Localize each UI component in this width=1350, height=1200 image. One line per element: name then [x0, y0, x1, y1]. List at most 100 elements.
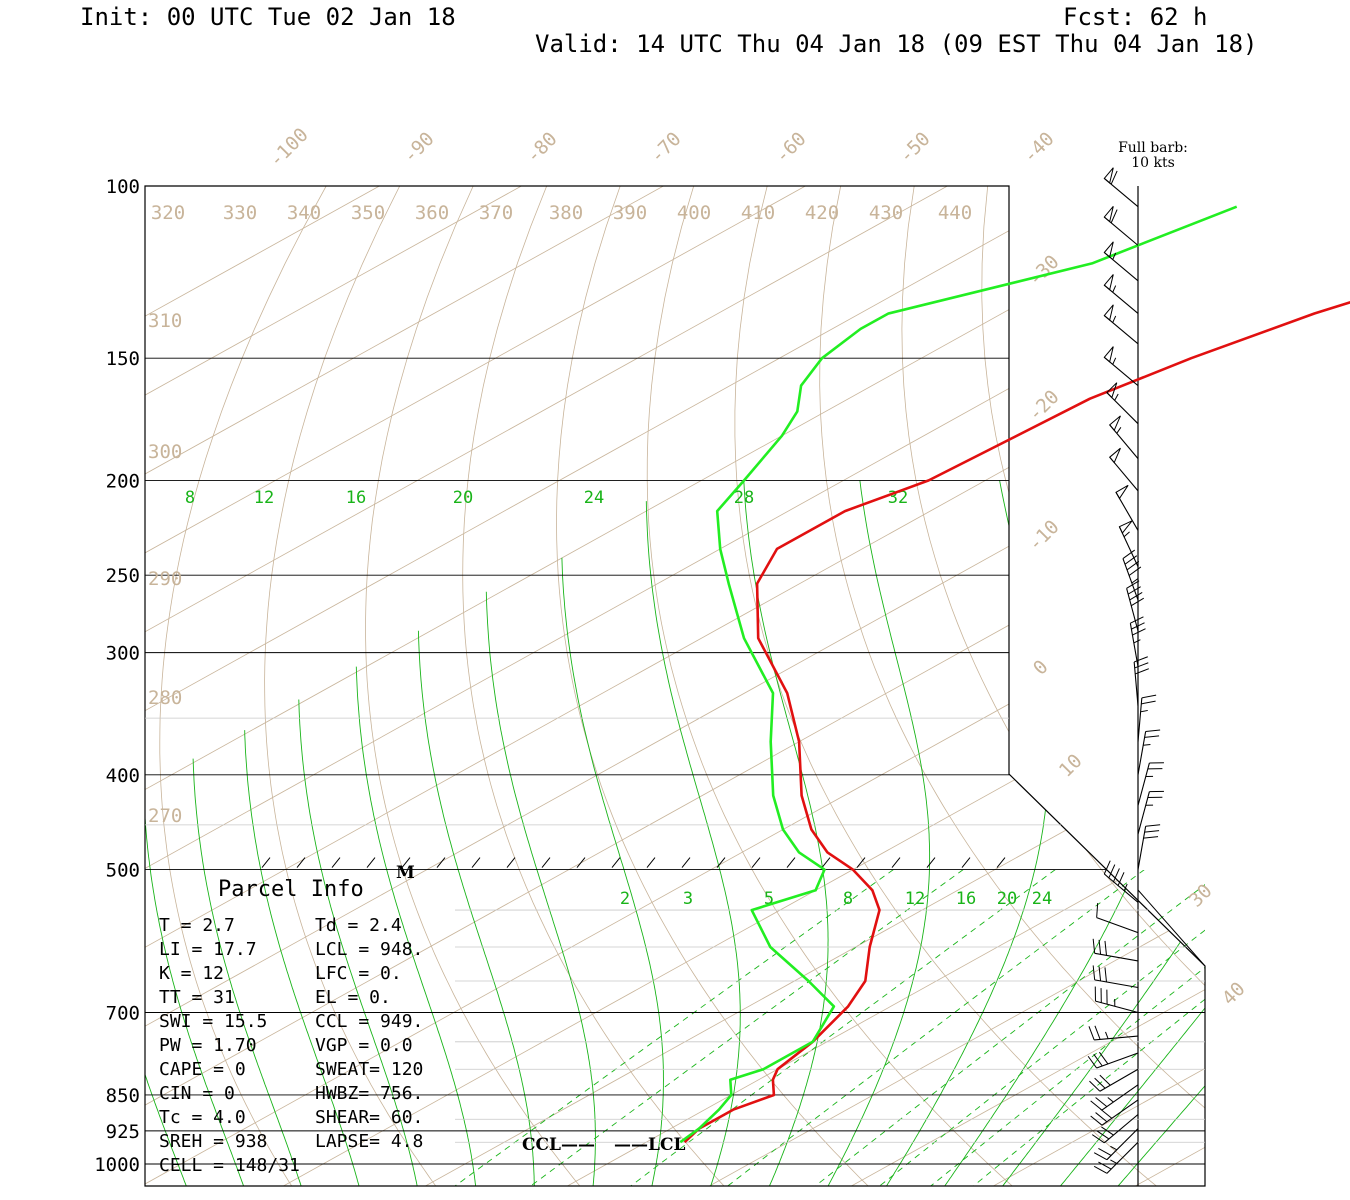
- mixing-ratio-label-lower-16: 16: [956, 889, 976, 909]
- barb-half: [1110, 1159, 1118, 1164]
- isotherm-line: [145, 186, 1205, 1186]
- chart-frame: [144, 185, 1206, 1187]
- isotherm-label-m50: -50: [895, 128, 935, 168]
- theta-label-380: 380: [549, 202, 583, 224]
- freezing-hatch: [436, 857, 446, 868]
- isotherm-line: [145, 186, 664, 1186]
- parcel-left-row: T = 2.7: [159, 915, 235, 936]
- dry-adiabat-line: [646, 186, 1034, 1186]
- parcel-right-row: SHEAR= 60.: [315, 1107, 423, 1128]
- barb-shaft: [1099, 1068, 1139, 1092]
- freezing-hatch: [681, 857, 691, 868]
- barb-half: [1143, 744, 1151, 746]
- wind-barb: [1103, 304, 1139, 345]
- barb-full: [1096, 1130, 1110, 1140]
- wind-barb: [1106, 382, 1139, 425]
- barb-shaft: [1106, 1128, 1139, 1161]
- freezing-hatch: [576, 857, 586, 868]
- valid-time: Valid: 14 UTC Thu 04 Jan 18 (09 EST Thu …: [535, 30, 1257, 58]
- isotherm-line: [145, 186, 806, 1186]
- barb-full: [1095, 1112, 1108, 1123]
- parcel-right-row: HWBZ= 756.: [315, 1083, 423, 1104]
- m-marker: M: [396, 863, 415, 883]
- freezing-hatch: [366, 857, 376, 868]
- barb-shaft: [1133, 661, 1139, 706]
- init-time: Init: 00 UTC Tue 02 Jan 18: [80, 3, 456, 31]
- pressure-label-500: 500: [106, 860, 140, 882]
- barb-full: [1129, 592, 1143, 601]
- barb-full: [1089, 1080, 1101, 1092]
- wind-barb: [1094, 986, 1139, 1014]
- barb-half: [1110, 1145, 1118, 1151]
- barb-flag: [1103, 241, 1114, 258]
- isotherm-line: [145, 186, 1205, 1186]
- barb-shaft: [1096, 1052, 1139, 1069]
- barb-full: [1096, 903, 1099, 918]
- parcel-right-row: LCL = 948.: [315, 939, 423, 960]
- wind-barb: [1089, 1068, 1139, 1092]
- barb-half: [1112, 315, 1117, 323]
- isotherm-label-m40: -40: [1019, 128, 1059, 168]
- mixing-ratio-label-lower-20: 20: [997, 889, 1017, 909]
- temperature-trace: [683, 301, 1350, 1144]
- dry-adiabat-line: [462, 186, 742, 1186]
- barb-shaft: [1137, 791, 1150, 835]
- isotherm-label-m10: -10: [1024, 516, 1064, 556]
- mixing-ratio-label-24: 24: [584, 488, 604, 508]
- barb-flag: [1109, 415, 1121, 432]
- wind-barb: [1118, 520, 1139, 567]
- isotherm-line: [675, 186, 1205, 1186]
- mixing-ratio-label-lower-12: 12: [905, 889, 925, 909]
- barb-full: [1110, 209, 1118, 224]
- theta-label-300: 300: [148, 441, 182, 463]
- barb-full: [1091, 1134, 1105, 1144]
- barb-flag: [1103, 346, 1114, 363]
- barb-half: [1112, 357, 1117, 365]
- barb-full: [1133, 656, 1148, 663]
- theta-label-290: 290: [148, 568, 182, 590]
- moist-adiabat-line: [1101, 480, 1205, 1186]
- dry-adiabat-line: [556, 186, 888, 1186]
- parcel-left-row: PW = 1.70: [159, 1035, 257, 1056]
- isotherm-label-m100: -100: [265, 124, 313, 172]
- barb-full: [1090, 1115, 1103, 1126]
- isotherm-line: [145, 186, 948, 1186]
- barb-full: [1087, 1055, 1098, 1069]
- isotherm-line: [959, 186, 1205, 1186]
- barb-full: [1126, 560, 1140, 571]
- wind-barb: [1093, 1141, 1139, 1174]
- barb-half: [1123, 883, 1128, 891]
- isotherm-line: [145, 186, 1205, 1186]
- moist-adiabat-line: [931, 480, 1190, 1186]
- isotherm-line: [145, 186, 522, 1186]
- barb-full: [1130, 616, 1144, 624]
- barb-full: [1094, 1025, 1101, 1040]
- parcel-left-row: LI = 17.7: [159, 939, 257, 960]
- dry-adiabat-line: [1208, 141, 1350, 1200]
- barb-full: [1145, 729, 1161, 732]
- dry-adiabat-line: [819, 186, 1205, 1186]
- wind-barb: [1137, 824, 1161, 870]
- wind-barb: [1109, 415, 1139, 459]
- wind-barb: [1093, 1128, 1139, 1161]
- isotherm-label-m20: -20: [1024, 386, 1064, 426]
- barb-full: [1098, 1051, 1109, 1065]
- moist-adiabat-line: [355, 666, 478, 1186]
- wind-barb: [1137, 790, 1164, 835]
- parcel-left-row: SREH = 938: [159, 1131, 267, 1152]
- barb-flag: [1103, 167, 1114, 184]
- isotherm-line: [145, 186, 1090, 1186]
- moist-adiabat-line: [0, 894, 23, 1200]
- pressure-label-250: 250: [106, 565, 140, 587]
- barb-flag: [1106, 382, 1118, 399]
- theta-label-410: 410: [741, 202, 775, 224]
- barb-half: [1107, 1097, 1114, 1103]
- barb-full: [1127, 586, 1141, 595]
- freezing-hatch: [401, 857, 411, 868]
- isotherm-line: [817, 186, 1205, 1186]
- theta-label-430: 430: [869, 202, 903, 224]
- parcel-left-row: K = 12: [159, 963, 224, 984]
- barb-half: [1114, 393, 1119, 401]
- barb-full: [1093, 1165, 1108, 1174]
